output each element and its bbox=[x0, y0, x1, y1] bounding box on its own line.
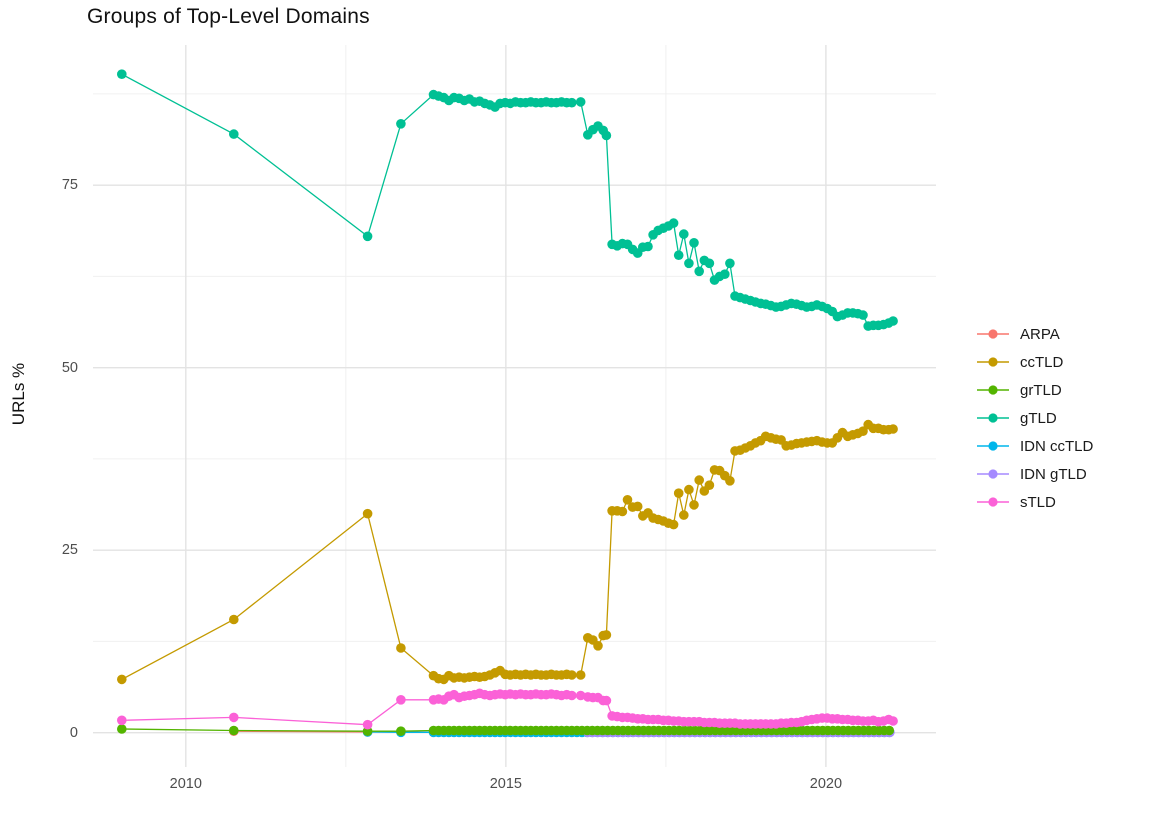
series-stld-point bbox=[362, 719, 373, 730]
series-cctld-point bbox=[679, 510, 689, 520]
series-cctld-point bbox=[694, 475, 704, 485]
series-cctld bbox=[117, 419, 898, 685]
series-gtld-point bbox=[117, 69, 127, 79]
series-cctld-point bbox=[593, 641, 603, 651]
legend-item-idn-cctld: IDN ccTLD bbox=[976, 432, 1093, 460]
series-gtld-point bbox=[704, 258, 715, 269]
series-gtld-point bbox=[858, 310, 868, 320]
series-gtld-point bbox=[362, 231, 373, 242]
legend-item-idn-gtld: IDN gTLD bbox=[976, 460, 1093, 488]
series-gtld-line bbox=[121, 73, 894, 327]
series-gtld-point bbox=[689, 238, 699, 248]
series-grtld-point bbox=[229, 725, 239, 736]
series-gtld-point bbox=[888, 316, 898, 326]
legend-label-arpa: ARPA bbox=[1020, 325, 1060, 343]
series-grtld-point bbox=[117, 724, 127, 734]
x-tick-label-2020: 2020 bbox=[809, 776, 843, 792]
series-stld-point bbox=[567, 690, 577, 701]
legend-item-cctld: ccTLD bbox=[976, 348, 1093, 376]
series-grtld bbox=[117, 724, 895, 736]
legend-label-idn-gtld: IDN gTLD bbox=[1020, 465, 1087, 483]
series-gtld-point bbox=[725, 258, 735, 269]
series-cctld-point bbox=[229, 614, 239, 625]
series-grtld-point bbox=[884, 725, 895, 736]
y-tick-label-25: 25 bbox=[61, 542, 78, 559]
series-gtld-point bbox=[643, 241, 653, 252]
series-stld-point bbox=[396, 695, 406, 705]
series-cctld-point bbox=[858, 426, 868, 437]
legend-key-idn-cctld-icon bbox=[977, 441, 1009, 451]
series-cctld-point bbox=[117, 674, 127, 685]
series-gtld-point bbox=[396, 119, 406, 129]
series-gtld-point bbox=[673, 250, 684, 260]
legend-key-arpa-icon bbox=[977, 329, 1009, 339]
y-tick-label-0: 0 bbox=[69, 724, 78, 741]
series-cctld-point bbox=[668, 519, 679, 530]
legend-key-idn-gtld-icon bbox=[977, 469, 1009, 479]
x-tick-label-2015: 2015 bbox=[489, 776, 522, 792]
legend-label-gtld: gTLD bbox=[1020, 409, 1057, 427]
series-cctld-point bbox=[704, 480, 715, 491]
legend-key-stld-icon bbox=[977, 497, 1009, 507]
series-stld-point bbox=[888, 716, 898, 726]
series-grtld-point bbox=[396, 726, 406, 736]
series-cctld-point bbox=[567, 670, 577, 680]
series-cctld-point bbox=[689, 500, 699, 510]
legend-key-gtld-icon bbox=[977, 413, 1009, 423]
legend-label-cctld: ccTLD bbox=[1020, 353, 1064, 371]
legend-item-grtld: grTLD bbox=[976, 376, 1093, 404]
series-stld-point bbox=[575, 690, 586, 701]
series-stld bbox=[117, 688, 898, 730]
series-cctld-point bbox=[673, 488, 684, 499]
legend-key-cctld-icon bbox=[977, 357, 1009, 367]
y-axis-title: URLs % bbox=[9, 362, 28, 426]
series-cctld-point bbox=[622, 495, 633, 505]
series-stld-point bbox=[117, 715, 127, 726]
series-cctld-point bbox=[684, 484, 694, 495]
series-gtld-point bbox=[694, 266, 704, 277]
series-gtld-point bbox=[668, 218, 679, 228]
legend: ARPA ccTLD grTLD gTLD IDN ccTLD IDN gTLD sTLD bbox=[976, 320, 1093, 516]
series-cctld-point bbox=[888, 424, 898, 434]
legend-item-arpa: ARPA bbox=[976, 320, 1093, 348]
series-gtld-point bbox=[684, 258, 694, 269]
legend-label-idn-cctld: IDN ccTLD bbox=[1020, 437, 1094, 455]
series-gtld-point bbox=[575, 97, 586, 107]
series-gtld-point bbox=[229, 129, 239, 139]
legend-label-grtld: grTLD bbox=[1020, 381, 1062, 399]
y-tick-label-50: 50 bbox=[61, 359, 78, 376]
series-gtld-point bbox=[720, 269, 730, 280]
legend-item-stld: sTLD bbox=[976, 488, 1093, 516]
legend-item-gtld: gTLD bbox=[976, 404, 1093, 432]
y-tick-label-75: 75 bbox=[61, 177, 78, 194]
series-gtld-point bbox=[567, 97, 577, 108]
legend-label-stld: sTLD bbox=[1020, 493, 1056, 511]
series-cctld-point bbox=[725, 476, 735, 486]
series-cctld-point bbox=[362, 508, 373, 519]
series-cctld-point bbox=[396, 643, 406, 653]
series-cctld-point bbox=[601, 630, 612, 640]
series-cctld-point bbox=[632, 501, 643, 512]
series-gtld-point bbox=[679, 229, 689, 239]
series-cctld-point bbox=[575, 670, 586, 680]
series-cctld-point bbox=[617, 506, 628, 517]
x-tick-label-2010: 2010 bbox=[169, 776, 202, 792]
series-stld-point bbox=[229, 712, 239, 723]
legend-key-grtld-icon bbox=[977, 385, 1009, 395]
series-gtld-point bbox=[601, 130, 612, 141]
series-gtld bbox=[117, 69, 898, 331]
series-stld-point bbox=[601, 695, 612, 706]
chart-title: Groups of Top-Level Domains bbox=[87, 5, 370, 28]
